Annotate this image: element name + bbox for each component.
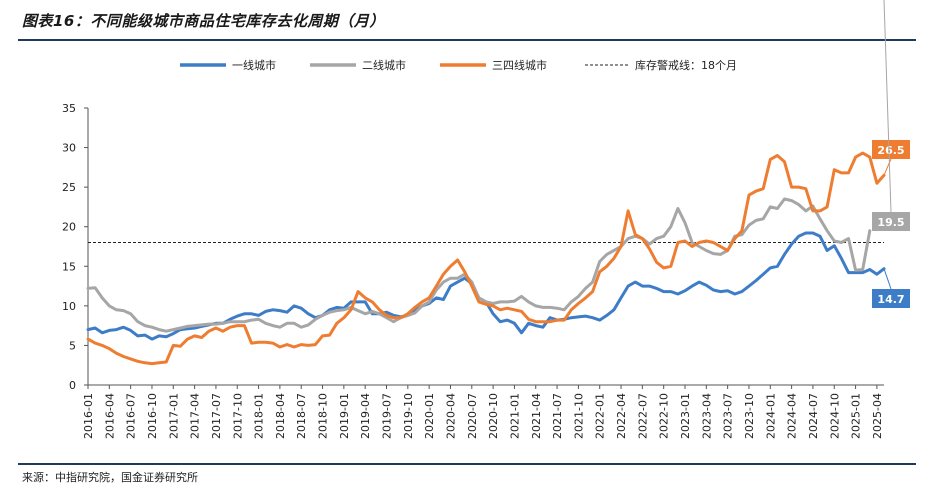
bottom-rule (18, 463, 916, 465)
x-tick-label: 2019-10 (402, 393, 415, 439)
chart-axes: 0 5 10 15 20 25 30 35 2016-01 2016-04 2016-07 2016-… (62, 102, 884, 439)
plot-area: 26.5 19.5 14.7 (86, 0, 910, 366)
x-tick-label: 2023-07 (722, 393, 735, 439)
y-tick-label: 35 (62, 102, 76, 115)
legend-label-4: 库存警戒线：18个月 (635, 58, 737, 72)
y-tick-label: 20 (62, 221, 76, 234)
source-note: 来源：中指研究院，国金证券研究所 (22, 471, 198, 484)
x-tick-label: 2017-04 (189, 393, 202, 439)
series-line-3 (86, 151, 886, 366)
x-tick-label: 2016-07 (125, 393, 138, 439)
x-tick-label: 2017-01 (167, 393, 180, 439)
top-rule (18, 39, 916, 41)
x-tick-label: 2017-07 (210, 393, 223, 439)
x-tick-label: 2022-01 (594, 393, 607, 439)
x-tick-label: 2024-07 (807, 393, 820, 439)
series-line-2 (86, 197, 872, 333)
x-tick-label: 2018-10 (317, 393, 330, 439)
chart-legend: 一线城市 二线城市 三四线城市 库存警戒线：18个月 (180, 58, 737, 72)
y-tick-label: 15 (62, 260, 76, 273)
x-tick-label: 2021-10 (572, 393, 585, 439)
x-tick-label: 2024-01 (764, 393, 777, 439)
end-label-leader (883, 268, 892, 290)
end-label-value: 14.7 (877, 293, 904, 306)
x-tick-label: 2018-01 (253, 393, 266, 439)
chart-title: 图表16：不同能级城市商品住宅库存去化周期（月） (22, 12, 385, 30)
x-tick-label: 2016-10 (146, 393, 159, 439)
x-tick-label: 2022-04 (615, 393, 628, 439)
y-tick-label: 25 (62, 181, 76, 194)
x-tick-label: 2017-10 (231, 393, 244, 439)
x-tick-label: 2025-01 (850, 393, 863, 439)
y-tick-label: 5 (69, 339, 76, 352)
end-label-value: 26.5 (877, 144, 904, 157)
end-label-leader (883, 0, 892, 213)
x-tick-label: 2022-10 (658, 393, 671, 439)
x-tick-label: 2022-07 (636, 393, 649, 439)
x-tick-label: 2024-10 (828, 393, 841, 439)
x-tick-label: 2019-04 (359, 393, 372, 439)
x-tick-label: 2018-04 (274, 393, 287, 439)
x-tick-label: 2016-01 (82, 393, 95, 439)
x-tick-label: 2021-07 (551, 393, 564, 439)
x-tick-label: 2024-04 (786, 393, 799, 439)
line-chart: 一线城市 二线城市 三四线城市 库存警戒线：18个月 0 5 10 15 20 25 30 35 20… (62, 0, 910, 439)
x-tick-label: 2020-10 (487, 393, 500, 439)
x-tick-label: 2019-07 (381, 393, 394, 439)
y-tick-label: 30 (62, 142, 76, 155)
legend-label-2: 二线城市 (362, 58, 406, 72)
end-label-value: 19.5 (877, 216, 904, 229)
y-tick-label: 10 (62, 300, 76, 313)
x-tick-label: 2025-04 (871, 393, 884, 439)
legend-label-1: 一线城市 (232, 58, 276, 72)
x-tick-label: 2023-10 (743, 393, 756, 439)
x-tick-label: 2021-01 (508, 393, 521, 439)
x-tick-label: 2020-01 (423, 393, 436, 439)
end-label-box (872, 140, 910, 159)
x-tick-label: 2016-04 (103, 393, 116, 439)
x-tick-label: 2018-07 (295, 393, 308, 439)
legend-label-3: 三四线城市 (492, 58, 547, 72)
x-tick-label: 2021-04 (530, 393, 543, 439)
x-tick-label: 2019-01 (338, 393, 351, 439)
end-label-box (872, 212, 910, 231)
end-label-box (872, 289, 910, 308)
x-tick-label: 2023-04 (700, 393, 713, 439)
x-tick-label: 2020-04 (444, 393, 457, 439)
x-tick-label: 2020-07 (466, 393, 479, 439)
x-tick-label: 2023-01 (679, 393, 692, 439)
y-tick-label: 0 (69, 379, 76, 392)
